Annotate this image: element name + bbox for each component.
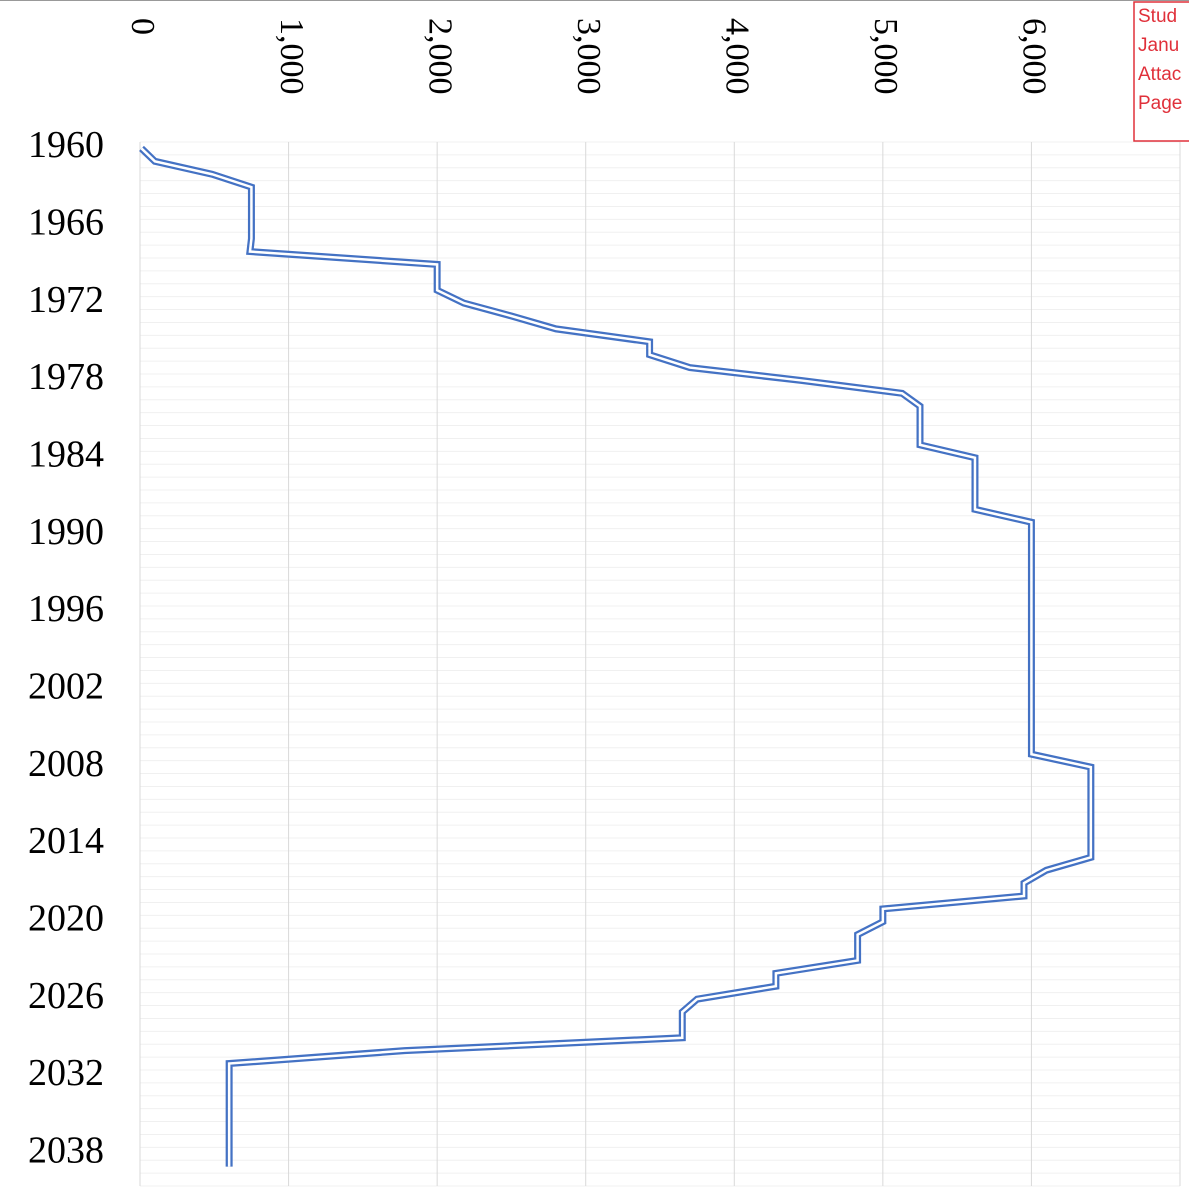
- y-tick-label: 2020: [28, 897, 104, 939]
- annotation-text: Stud: [1138, 6, 1177, 27]
- annotation-frame: [1133, 1, 1189, 142]
- series-line-inner: [140, 147, 1093, 1167]
- annotation-text: Page: [1138, 93, 1182, 114]
- x-tick-label: 1,000: [273, 18, 310, 95]
- x-tick-label: 2,000: [421, 18, 458, 95]
- x-tick-label: 6,000: [1016, 18, 1053, 95]
- y-tick-label: 1966: [28, 201, 104, 243]
- y-tick-label: 2032: [28, 1052, 104, 1094]
- y-tick-label: 2026: [28, 975, 104, 1017]
- y-tick-label: 1960: [28, 124, 104, 166]
- y-tick-label: 2008: [28, 743, 104, 785]
- x-tick-label: 3,000: [570, 18, 607, 95]
- y-tick-label: 2038: [28, 1129, 104, 1171]
- y-tick-label: 2014: [28, 820, 104, 862]
- annotation-box: Stud Janu Attac Page: [1133, 1, 1189, 142]
- y-tick-label: 1996: [28, 588, 104, 630]
- x-tick-label: 5,000: [867, 18, 904, 95]
- y-tick-label: 1978: [28, 356, 104, 398]
- y-tick-label: 1990: [28, 511, 104, 553]
- x-tick-label: 4,000: [718, 18, 755, 95]
- x-tick-label: 0: [124, 18, 161, 35]
- y-tick-label: 1972: [28, 279, 104, 321]
- annotation-text: Janu: [1138, 35, 1179, 56]
- y-tick-label: 2002: [28, 665, 104, 707]
- annotation-text: Attac: [1138, 64, 1181, 85]
- y-tick-label: 1984: [28, 433, 104, 475]
